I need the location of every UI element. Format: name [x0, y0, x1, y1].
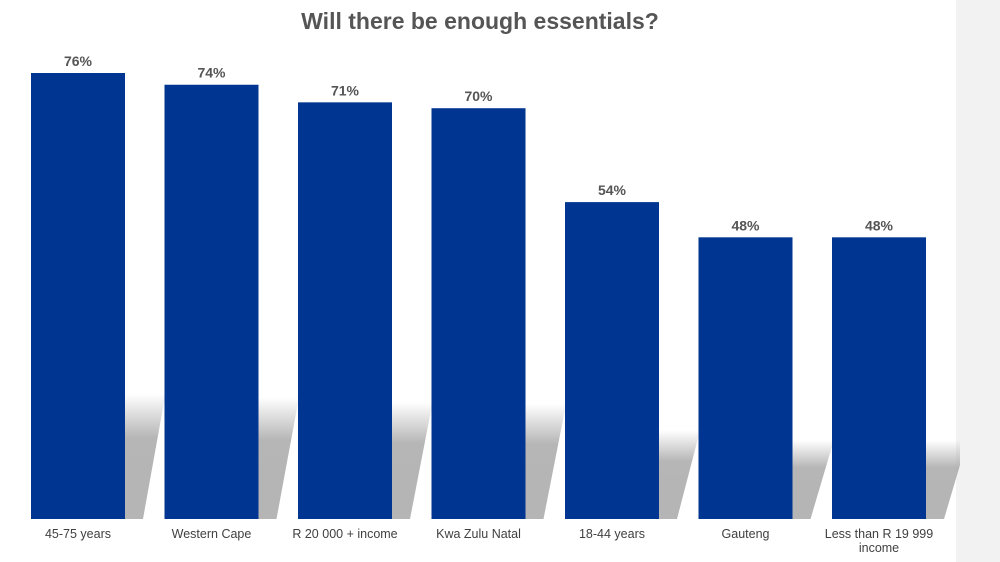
category-label: Western Cape: [172, 527, 252, 541]
category-label: Less than R 19 999 income: [825, 527, 933, 555]
bar: [298, 102, 392, 519]
bars: [31, 73, 926, 520]
category-label: R 20 000 + income: [292, 527, 397, 541]
bar-shadow: [640, 430, 725, 519]
bar-shadow: [106, 394, 191, 519]
bar-shadow: [373, 402, 458, 519]
bar-shadow: [506, 403, 592, 519]
bar-chart: 76% 74% 71% 70% 54% 48% 48% 45-75 years Western…: [31, 53, 960, 555]
bar-shadows: [106, 394, 960, 519]
bar-shadow: [239, 397, 325, 519]
bar-value-label: 48%: [731, 217, 760, 233]
value-labels: 76% 74% 71% 70% 54% 48% 48%: [64, 53, 894, 233]
bar-value-label: 48%: [865, 217, 894, 233]
bar: [565, 202, 659, 519]
bar-value-label: 70%: [464, 88, 493, 104]
side-panel: [956, 0, 1000, 562]
bar-value-label: 74%: [197, 65, 226, 81]
chart-title: Will there be enough essentials?: [301, 8, 659, 34]
category-label: Gauteng: [722, 527, 770, 541]
category-labels: 45-75 years Western Cape R 20 000 + income…: [45, 527, 933, 555]
bar: [164, 84, 259, 519]
bar: [698, 237, 793, 519]
category-label: Kwa Zulu Natal: [436, 527, 521, 541]
bar: [832, 237, 926, 519]
bar-shadow: [773, 440, 859, 519]
category-label: 45-75 years: [45, 527, 111, 541]
category-label: 18-44 years: [579, 527, 645, 541]
bar: [31, 73, 125, 519]
bar: [431, 108, 526, 520]
bar-value-label: 76%: [64, 53, 93, 69]
bar-value-label: 54%: [598, 182, 627, 198]
bar-value-label: 71%: [331, 82, 360, 98]
